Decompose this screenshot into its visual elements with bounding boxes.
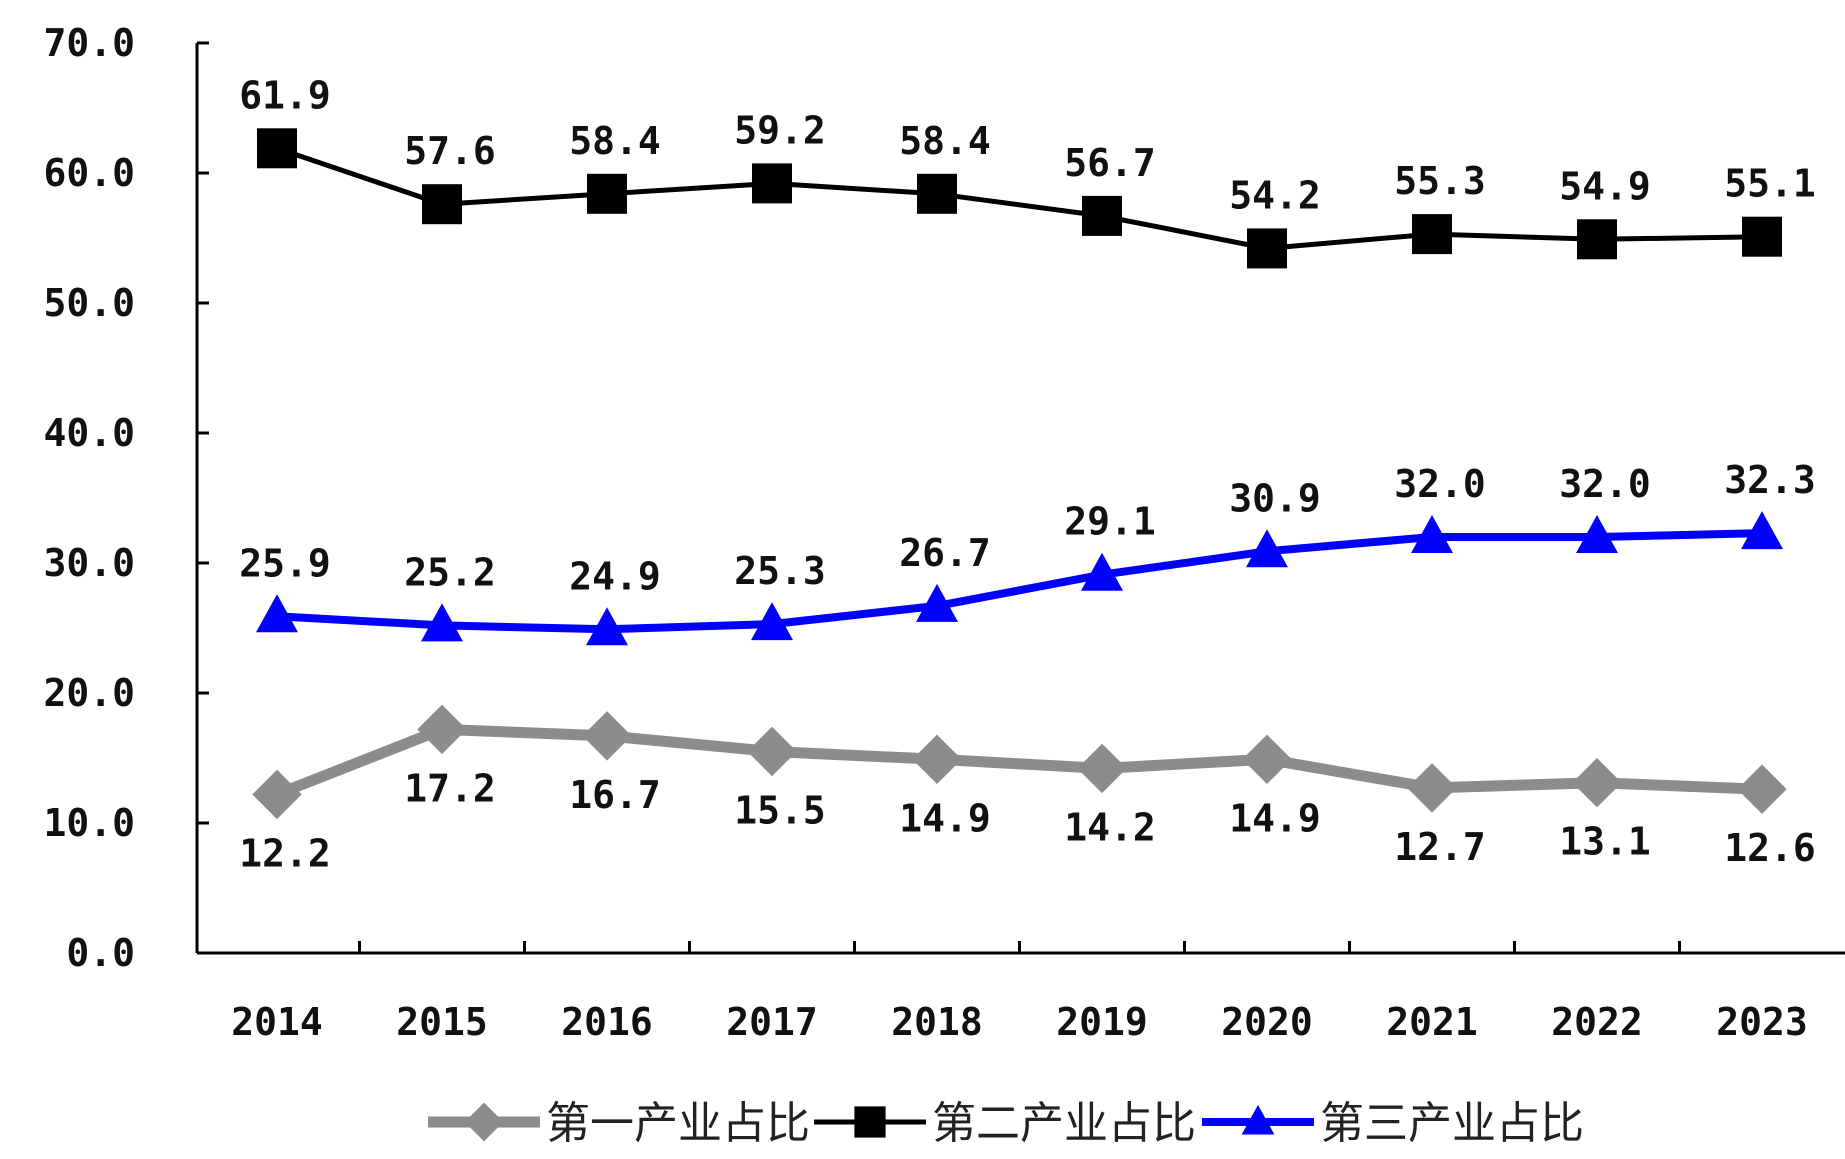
x-tick-label: 2020 <box>1221 1000 1313 1044</box>
data-label: 24.9 <box>569 554 661 598</box>
data-label: 14.9 <box>899 796 991 840</box>
y-tick-label: 0.0 <box>66 931 135 975</box>
data-label: 32.3 <box>1724 458 1816 502</box>
data-point <box>1082 195 1122 236</box>
legend-label: 第一产业占比 <box>546 1098 810 1149</box>
series-2: 61.9 57.6 58.4 59.2 58.4 56.7 54.2 55.3 54.9 55.1 <box>239 73 1816 269</box>
legend-marker <box>1241 1104 1275 1135</box>
data-point <box>1247 228 1287 269</box>
data-label: 30.9 <box>1229 476 1321 520</box>
data-point <box>1077 743 1127 794</box>
data-point <box>1737 764 1787 814</box>
data-label: 12.6 <box>1724 826 1816 870</box>
data-point <box>912 734 962 785</box>
data-point <box>1576 515 1618 553</box>
data-label: 26.7 <box>899 531 991 575</box>
y-tick-label: 10.0 <box>43 801 135 845</box>
data-label: 55.3 <box>1394 159 1486 203</box>
data-point <box>1572 757 1622 808</box>
x-tick-label: 2023 <box>1716 1000 1808 1044</box>
x-tick-label: 2016 <box>561 1000 653 1044</box>
y-tick-label: 50.0 <box>43 281 135 325</box>
data-label: 57.6 <box>404 129 496 173</box>
data-point <box>252 769 302 820</box>
x-tick-label: 2014 <box>231 1000 323 1044</box>
data-label: 25.3 <box>734 549 826 593</box>
data-point <box>1407 763 1457 813</box>
legend-item: 第三产业占比 <box>1202 1098 1584 1149</box>
data-label: 29.1 <box>1064 500 1156 544</box>
data-point <box>747 726 797 777</box>
x-tick-label: 2017 <box>726 1000 818 1044</box>
data-label: 54.9 <box>1559 164 1651 208</box>
legend-label: 第三产业占比 <box>1320 1098 1584 1149</box>
data-label: 12.7 <box>1394 825 1486 869</box>
x-tick-label: 2019 <box>1056 1000 1148 1044</box>
data-label: 32.0 <box>1559 462 1651 506</box>
data-label: 55.1 <box>1724 162 1816 206</box>
data-point <box>587 173 627 214</box>
data-label: 15.5 <box>734 789 826 833</box>
x-tick-label: 2022 <box>1551 1000 1643 1044</box>
data-label: 14.2 <box>1064 805 1156 849</box>
y-tick-label: 40.0 <box>43 411 135 455</box>
data-label: 25.2 <box>404 550 496 594</box>
legend: 第一产业占比 第二产业占比 第三产业占比 <box>428 1098 1584 1149</box>
axes: 0.0 10.0 20.0 30.0 40.0 50.0 60.0 70.0 2014 2015 2… <box>43 21 1845 1044</box>
x-tick-label: 2015 <box>396 1000 488 1044</box>
series-line <box>274 723 1763 800</box>
data-label: 58.4 <box>899 119 991 163</box>
legend-label: 第二产业占比 <box>932 1098 1196 1149</box>
y-tick-label: 20.0 <box>43 671 135 715</box>
data-point <box>586 607 628 646</box>
data-point <box>1741 511 1783 550</box>
data-point <box>1577 219 1617 260</box>
data-label: 54.2 <box>1229 173 1321 217</box>
legend-marker <box>464 1102 504 1142</box>
legend-item: 第二产业占比 <box>814 1098 1196 1149</box>
data-label: 25.9 <box>239 541 331 585</box>
x-tick-label: 2018 <box>891 1000 983 1044</box>
data-label: 59.2 <box>734 108 826 152</box>
data-point <box>1411 515 1453 553</box>
data-label: 17.2 <box>404 766 496 810</box>
data-point <box>1081 552 1123 591</box>
data-point <box>752 163 792 204</box>
data-point <box>256 594 298 633</box>
data-point <box>916 583 958 622</box>
data-point <box>421 603 463 642</box>
data-label: 61.9 <box>239 73 331 117</box>
data-point <box>1246 529 1288 568</box>
data-point <box>582 711 632 761</box>
data-point <box>417 704 467 755</box>
series-layer: 12.2 17.2 16.7 15.5 14.9 14.2 14.9 12.7 13.1 12.6… <box>239 73 1816 875</box>
data-label: 56.7 <box>1064 141 1156 185</box>
data-label: 32.0 <box>1394 462 1486 506</box>
legend-item: 第一产业占比 <box>428 1098 810 1149</box>
x-tick-label: 2021 <box>1386 1000 1478 1044</box>
data-point <box>1242 734 1292 785</box>
data-point <box>422 184 462 225</box>
data-point <box>751 602 793 641</box>
data-label: 16.7 <box>569 773 661 817</box>
series-3: 25.9 25.2 24.9 25.3 26.7 29.1 30.9 32.0 32.0 32.3 <box>239 458 1816 646</box>
series-line <box>276 145 1763 251</box>
y-tick-label: 60.0 <box>43 151 135 195</box>
legend-marker <box>854 1106 886 1138</box>
data-point <box>257 128 297 169</box>
data-label: 58.4 <box>569 119 661 163</box>
data-label: 12.2 <box>239 831 331 875</box>
data-point <box>917 173 957 214</box>
data-point <box>1412 214 1452 255</box>
y-tick-label: 70.0 <box>43 21 135 65</box>
data-label: 14.9 <box>1229 796 1321 840</box>
data-point <box>1742 216 1782 257</box>
series-1: 12.2 17.2 16.7 15.5 14.9 14.2 14.9 12.7 13.1 12.6 <box>239 704 1816 875</box>
series-line <box>276 529 1763 634</box>
y-tick-label: 30.0 <box>43 541 135 585</box>
data-label: 13.1 <box>1559 820 1651 864</box>
